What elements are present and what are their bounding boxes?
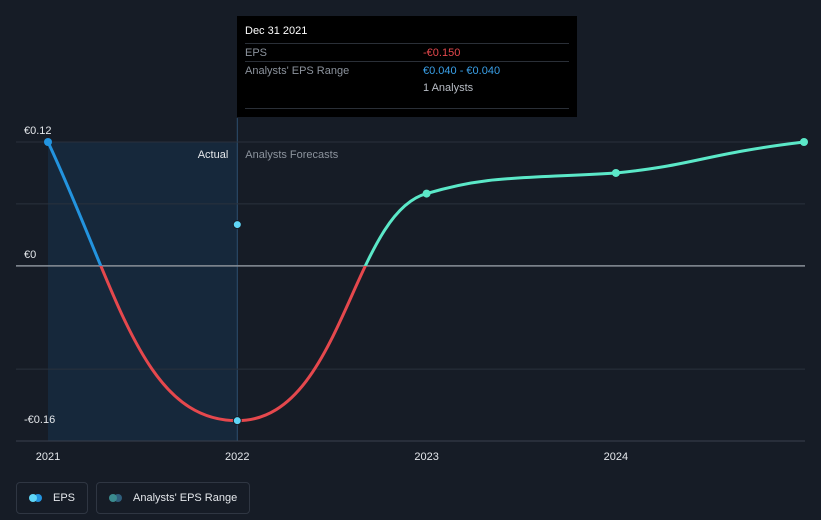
forecast-point-2022: [422, 189, 431, 198]
forecast-point-2024: [800, 138, 808, 146]
tooltip-analysts-row: 1 Analysts: [245, 79, 569, 96]
tooltip-analysts-count: 1 Analysts: [423, 81, 474, 94]
chart-tooltip: Dec 31 2021 EPS -€0.150 Analysts' EPS Ra…: [237, 16, 577, 117]
eps-forecast-line: [363, 140, 805, 266]
tooltip-eps-label: EPS: [245, 46, 268, 59]
forecast-point-2023: [611, 168, 620, 177]
y-tick-label-0: €0.12: [24, 125, 52, 137]
legend-range-swatch-icon: [109, 494, 125, 502]
x-tick-label-2021: 2021: [36, 451, 60, 463]
actual-period-band: [48, 142, 238, 441]
y-tick-label-1: €0: [24, 249, 36, 261]
eps-point-2021: [232, 416, 242, 426]
eps-point-2020: [44, 138, 52, 146]
legend-eps-swatch-icon: [29, 494, 45, 502]
tooltip-eps-row: EPS -€0.150: [245, 43, 569, 61]
legend-range-label: Analysts' EPS Range: [133, 492, 238, 504]
legend-item-eps[interactable]: EPS: [16, 482, 89, 514]
tooltip-range-label: Analysts' EPS Range: [245, 64, 350, 77]
eps-line-negative: [99, 265, 368, 423]
tooltip-divider: [245, 108, 569, 109]
actual-section-label: Actual: [198, 149, 229, 161]
x-tick-label-2022: 2022: [225, 451, 249, 463]
legend-item-eps-range[interactable]: Analysts' EPS Range: [96, 482, 251, 514]
forecast-section-label: Analysts Forecasts: [245, 149, 338, 161]
tooltip-date: Dec 31 2021: [245, 25, 308, 37]
tooltip-eps-value: -€0.150: [423, 46, 461, 59]
x-tick-label-2024: 2024: [604, 451, 628, 463]
chart-legend: EPS Analysts' EPS Range: [16, 482, 251, 514]
x-tick-label-2023: 2023: [414, 451, 438, 463]
eps-chart: €0.12 €0 -€0.16 2021 2022 2023 2024 Actual Analy…: [16, 118, 808, 463]
tooltip-range-row: Analysts' EPS Range €0.040 - €0.040: [245, 61, 569, 79]
tooltip-range-value: €0.040 - €0.040: [423, 64, 501, 77]
legend-eps-label: EPS: [53, 492, 76, 504]
y-tick-label-2: -€0.16: [24, 414, 55, 426]
eps-range-point-2021: [232, 220, 242, 230]
